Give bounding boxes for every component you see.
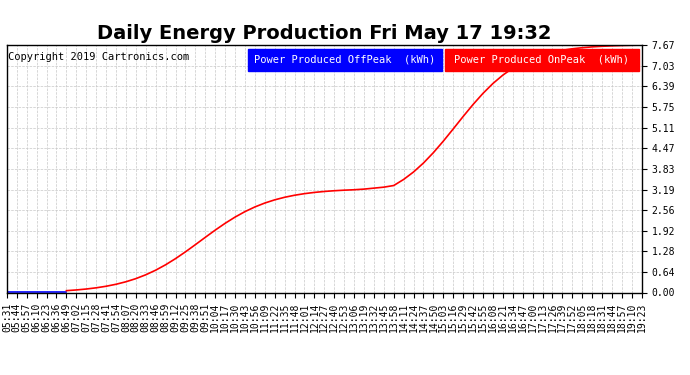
FancyBboxPatch shape bbox=[248, 49, 442, 71]
FancyBboxPatch shape bbox=[445, 49, 638, 71]
Title: Daily Energy Production Fri May 17 19:32: Daily Energy Production Fri May 17 19:32 bbox=[97, 24, 551, 44]
Text: Copyright 2019 Cartronics.com: Copyright 2019 Cartronics.com bbox=[8, 53, 190, 62]
Text: Power Produced OnPeak  (kWh): Power Produced OnPeak (kWh) bbox=[454, 55, 629, 65]
Text: Power Produced OffPeak  (kWh): Power Produced OffPeak (kWh) bbox=[255, 55, 435, 65]
